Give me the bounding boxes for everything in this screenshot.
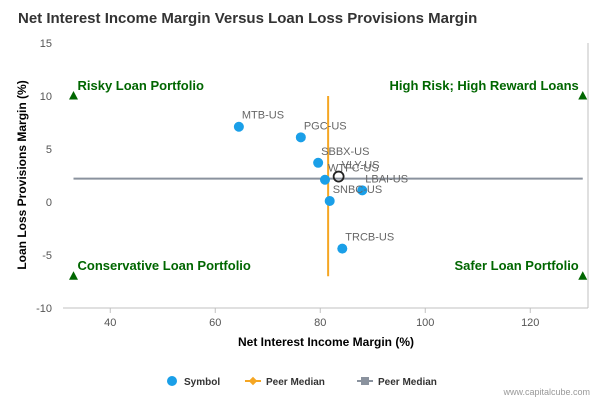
legend-label-peer-median-1: Peer Median	[266, 377, 325, 388]
quadrant-label-bottom-left: Conservative Loan Portfolio	[78, 258, 251, 273]
data-point	[324, 195, 335, 206]
quadrant-label-bottom-right: Safer Loan Portfolio	[455, 258, 579, 273]
data-point-label: MTB-US	[242, 110, 284, 122]
data-point-label: SBBX-US	[321, 146, 369, 158]
x-tick-label: 100	[416, 317, 434, 329]
legend-orange-diamond	[248, 376, 258, 386]
x-axis-title: Net Interest Income Margin (%)	[238, 335, 414, 349]
quadrant-label-top-left: Risky Loan Portfolio	[78, 78, 204, 93]
quadrant-marker-top-right	[578, 91, 588, 100]
data-point	[357, 185, 368, 196]
y-tick-label: 0	[46, 197, 52, 209]
x-tick-label: 40	[104, 317, 116, 329]
legend-item-symbol[interactable]: Symbol	[167, 376, 220, 388]
plot-area: 40 60 80 100 120 15 10 5 0 -5 -10 Risky Loan Portfo…	[36, 38, 589, 329]
quadrant-label-top-right: High Risk; High Reward Loans	[390, 78, 579, 93]
y-tick-label: -5	[42, 250, 52, 262]
y-tick-label: 15	[40, 38, 52, 50]
credit-text: www.capitalcube.com	[502, 387, 590, 397]
data-point-highlight	[332, 170, 345, 183]
data-point-label: SNBC-US	[333, 184, 383, 196]
quadrant-marker-bottom-right	[578, 271, 588, 280]
x-tick-label: 80	[314, 317, 326, 329]
x-tick-label: 60	[209, 317, 221, 329]
quadrant-marker-bottom-left	[69, 271, 78, 280]
data-point	[313, 157, 324, 168]
quadrant-marker-top-left	[69, 91, 78, 100]
data-point-label: PGC-US	[304, 120, 347, 132]
legend-label-symbol: Symbol	[184, 377, 220, 388]
legend: Symbol Peer Median Peer Median	[167, 376, 437, 388]
y-tick-label: 5	[46, 144, 52, 156]
data-point-label: LBAI-US	[365, 173, 408, 185]
legend-symbol-marker	[167, 376, 177, 386]
data-point	[233, 121, 244, 132]
y-axis-title: Loan Loss Provisions Margin (%)	[15, 80, 29, 269]
legend-label-peer-median-2: Peer Median	[378, 377, 437, 388]
y-tick-label: -10	[36, 303, 52, 315]
legend-gray-square	[361, 377, 369, 385]
x-tick-label: 120	[521, 317, 539, 329]
chart-title: Net Interest Income Margin Versus Loan L…	[18, 10, 477, 27]
data-point	[337, 243, 348, 254]
data-point-label: VLY-US	[342, 160, 380, 172]
y-tick-label: 10	[40, 91, 52, 103]
data-point-label: TRCB-US	[345, 232, 394, 244]
data-point	[295, 132, 306, 143]
legend-item-peer-median-vertical[interactable]: Peer Median	[245, 376, 325, 388]
data-point	[319, 174, 330, 185]
legend-item-peer-median-horizontal[interactable]: Peer Median	[357, 377, 437, 388]
